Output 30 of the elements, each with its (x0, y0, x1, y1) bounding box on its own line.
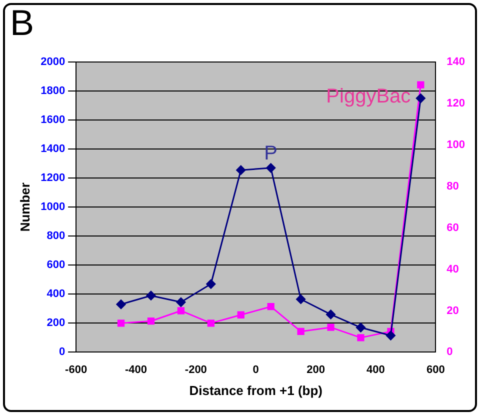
y-tick-label: 1800 (40, 85, 66, 98)
y2-tick-label: 80 (446, 180, 459, 192)
y2-tick-label: 20 (446, 304, 459, 317)
y-tick-label: 1400 (40, 143, 66, 156)
y2-tick-label: 100 (446, 138, 466, 151)
y2-tick-label: 60 (446, 222, 459, 234)
chart-title: B (10, 2, 34, 44)
y-tick-label: 1200 (40, 172, 66, 184)
x-tick-label: 600 (426, 364, 445, 376)
x-tick-label: -200 (184, 364, 207, 376)
y-tick-label: 200 (46, 317, 66, 330)
x-tick-label: -400 (124, 364, 148, 376)
y-tick-label: 1000 (40, 201, 66, 214)
y-tick-label: 400 (46, 288, 66, 300)
x-tick-label: 200 (306, 364, 325, 376)
y-tick-label: 800 (46, 230, 66, 242)
y2-tick-label: 0 (446, 346, 453, 358)
y2-tick-label: 40 (446, 263, 459, 276)
x-tick-label: 0 (252, 364, 259, 376)
x-tick-label: -600 (65, 364, 88, 376)
y-tick-label: 600 (46, 259, 66, 272)
y-tick-label: 1600 (40, 114, 66, 126)
y-axis-title: Number (17, 182, 32, 232)
y-tick-label: 0 (58, 346, 66, 358)
y2-tick-label: 120 (446, 97, 466, 110)
series-label: PiggyBac (326, 85, 411, 108)
y2-tick-label: 140 (446, 56, 466, 68)
x-axis-title: Distance from +1 (bp) (189, 382, 322, 398)
x-tick-label: 400 (366, 364, 385, 376)
y-tick-label: 2000 (40, 56, 66, 68)
